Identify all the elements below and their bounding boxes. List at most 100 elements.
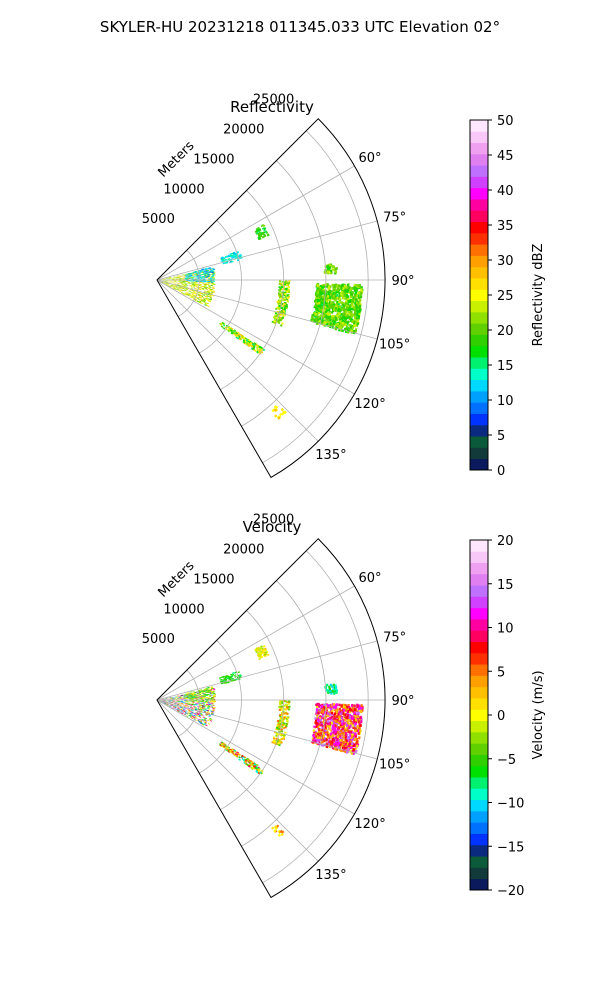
- radar-cell: [209, 296, 212, 298]
- radar-cell: [201, 707, 204, 709]
- radar-cell: [199, 721, 202, 724]
- radar-cell: [197, 297, 200, 300]
- radar-cell: [179, 708, 182, 710]
- radar-cell: [184, 284, 187, 286]
- radar-cell: [182, 711, 185, 713]
- radar-cell: [187, 290, 190, 292]
- radar-cell: [244, 760, 247, 764]
- radar-cell: [360, 288, 363, 292]
- radar-cell: [176, 277, 180, 278]
- radar-cell: [332, 305, 335, 308]
- radar-cell: [336, 728, 340, 731]
- radar-cell: [200, 722, 203, 725]
- radar-cell: [178, 696, 181, 697]
- radar-cell: [335, 290, 338, 294]
- radar-cell: [191, 703, 194, 705]
- radar-cell: [189, 717, 193, 719]
- radar-cell: [184, 696, 187, 697]
- radar-cell: [195, 708, 198, 710]
- radar-cell: [164, 703, 167, 705]
- radar-cell: [349, 746, 353, 750]
- radar-cell: [198, 298, 201, 301]
- radar-cell: [201, 697, 204, 699]
- radar-cell: [170, 704, 173, 706]
- radar-cell: [210, 292, 213, 295]
- radar-cell: [316, 725, 320, 729]
- radar-cell: [188, 710, 191, 712]
- radar-cell: [200, 714, 203, 716]
- radar-cell: [326, 283, 329, 286]
- radar-cell: [274, 414, 278, 418]
- radar-cell: [182, 292, 185, 295]
- radar-cell: [173, 282, 176, 284]
- radar-cell: [181, 292, 184, 294]
- radar-cell: [174, 281, 177, 282]
- radar-cell: [173, 285, 177, 287]
- radar-cell: [184, 283, 187, 285]
- radar-cell: [180, 694, 183, 696]
- radar-cell: [223, 676, 226, 678]
- azimuth-tick-label: 135°: [315, 448, 346, 463]
- radar-cell: [173, 287, 176, 289]
- radar-cell: [199, 708, 202, 710]
- radar-cell: [204, 705, 207, 707]
- radar-cell: [196, 715, 200, 718]
- radar-cell: [199, 715, 202, 717]
- colorbar-segment: [470, 221, 488, 234]
- radar-cell: [165, 283, 168, 285]
- radar-cell: [210, 281, 213, 283]
- colorbar-segment: [470, 390, 488, 403]
- radar-cell: [219, 678, 223, 681]
- radar-cell: [220, 256, 224, 258]
- radar-cell: [198, 292, 201, 294]
- radar-cell: [275, 726, 279, 729]
- radar-cell: [257, 769, 261, 772]
- radar-cell: [177, 286, 180, 288]
- radar-cell: [174, 286, 177, 288]
- radar-cell: [161, 701, 164, 703]
- radar-cell: [343, 316, 346, 320]
- radar-cell: [190, 709, 193, 711]
- radar-cell: [207, 719, 210, 722]
- radar-cell: [210, 283, 213, 285]
- radar-cell: [189, 696, 192, 697]
- radar-cell: [164, 702, 167, 704]
- radar-cell: [204, 722, 207, 724]
- radar-cell: [174, 708, 177, 710]
- radar-cell: [356, 319, 360, 323]
- radar-cell: [344, 731, 348, 735]
- radar-cell: [204, 303, 207, 305]
- radar-cell: [210, 718, 213, 721]
- radar-cell: [344, 713, 347, 716]
- radar-cell: [226, 262, 229, 264]
- radar-cell: [181, 283, 184, 285]
- radar-cell: [206, 297, 209, 299]
- radar-cell: [234, 753, 238, 756]
- range-ring: [199, 220, 242, 354]
- radar-cell: [327, 304, 331, 308]
- radar-cell: [170, 285, 173, 287]
- radar-cell: [165, 277, 168, 279]
- radar-cell: [208, 294, 212, 297]
- radar-cell: [286, 706, 289, 708]
- radar-cell: [348, 726, 351, 730]
- colorbar-tick-label: 25: [497, 289, 514, 304]
- radar-cell: [349, 295, 353, 298]
- radar-cell: [263, 233, 266, 236]
- radar-cell: [175, 696, 178, 698]
- radar-cell: [193, 296, 196, 298]
- radar-cell: [177, 283, 180, 285]
- radial-tick-label: 15000: [193, 152, 234, 167]
- radial-tick-label: 25000: [253, 93, 294, 108]
- radar-cell: [250, 763, 254, 767]
- radar-cell: [286, 294, 289, 297]
- radar-cell: [165, 283, 168, 285]
- radar-cell: [178, 701, 181, 702]
- radar-cell: [254, 649, 258, 652]
- radar-cell: [341, 283, 344, 287]
- radar-cell: [179, 704, 182, 706]
- radar-cell: [336, 324, 340, 328]
- radar-cell: [203, 269, 206, 271]
- radar-cell: [194, 709, 197, 711]
- radar-cell: [349, 299, 352, 302]
